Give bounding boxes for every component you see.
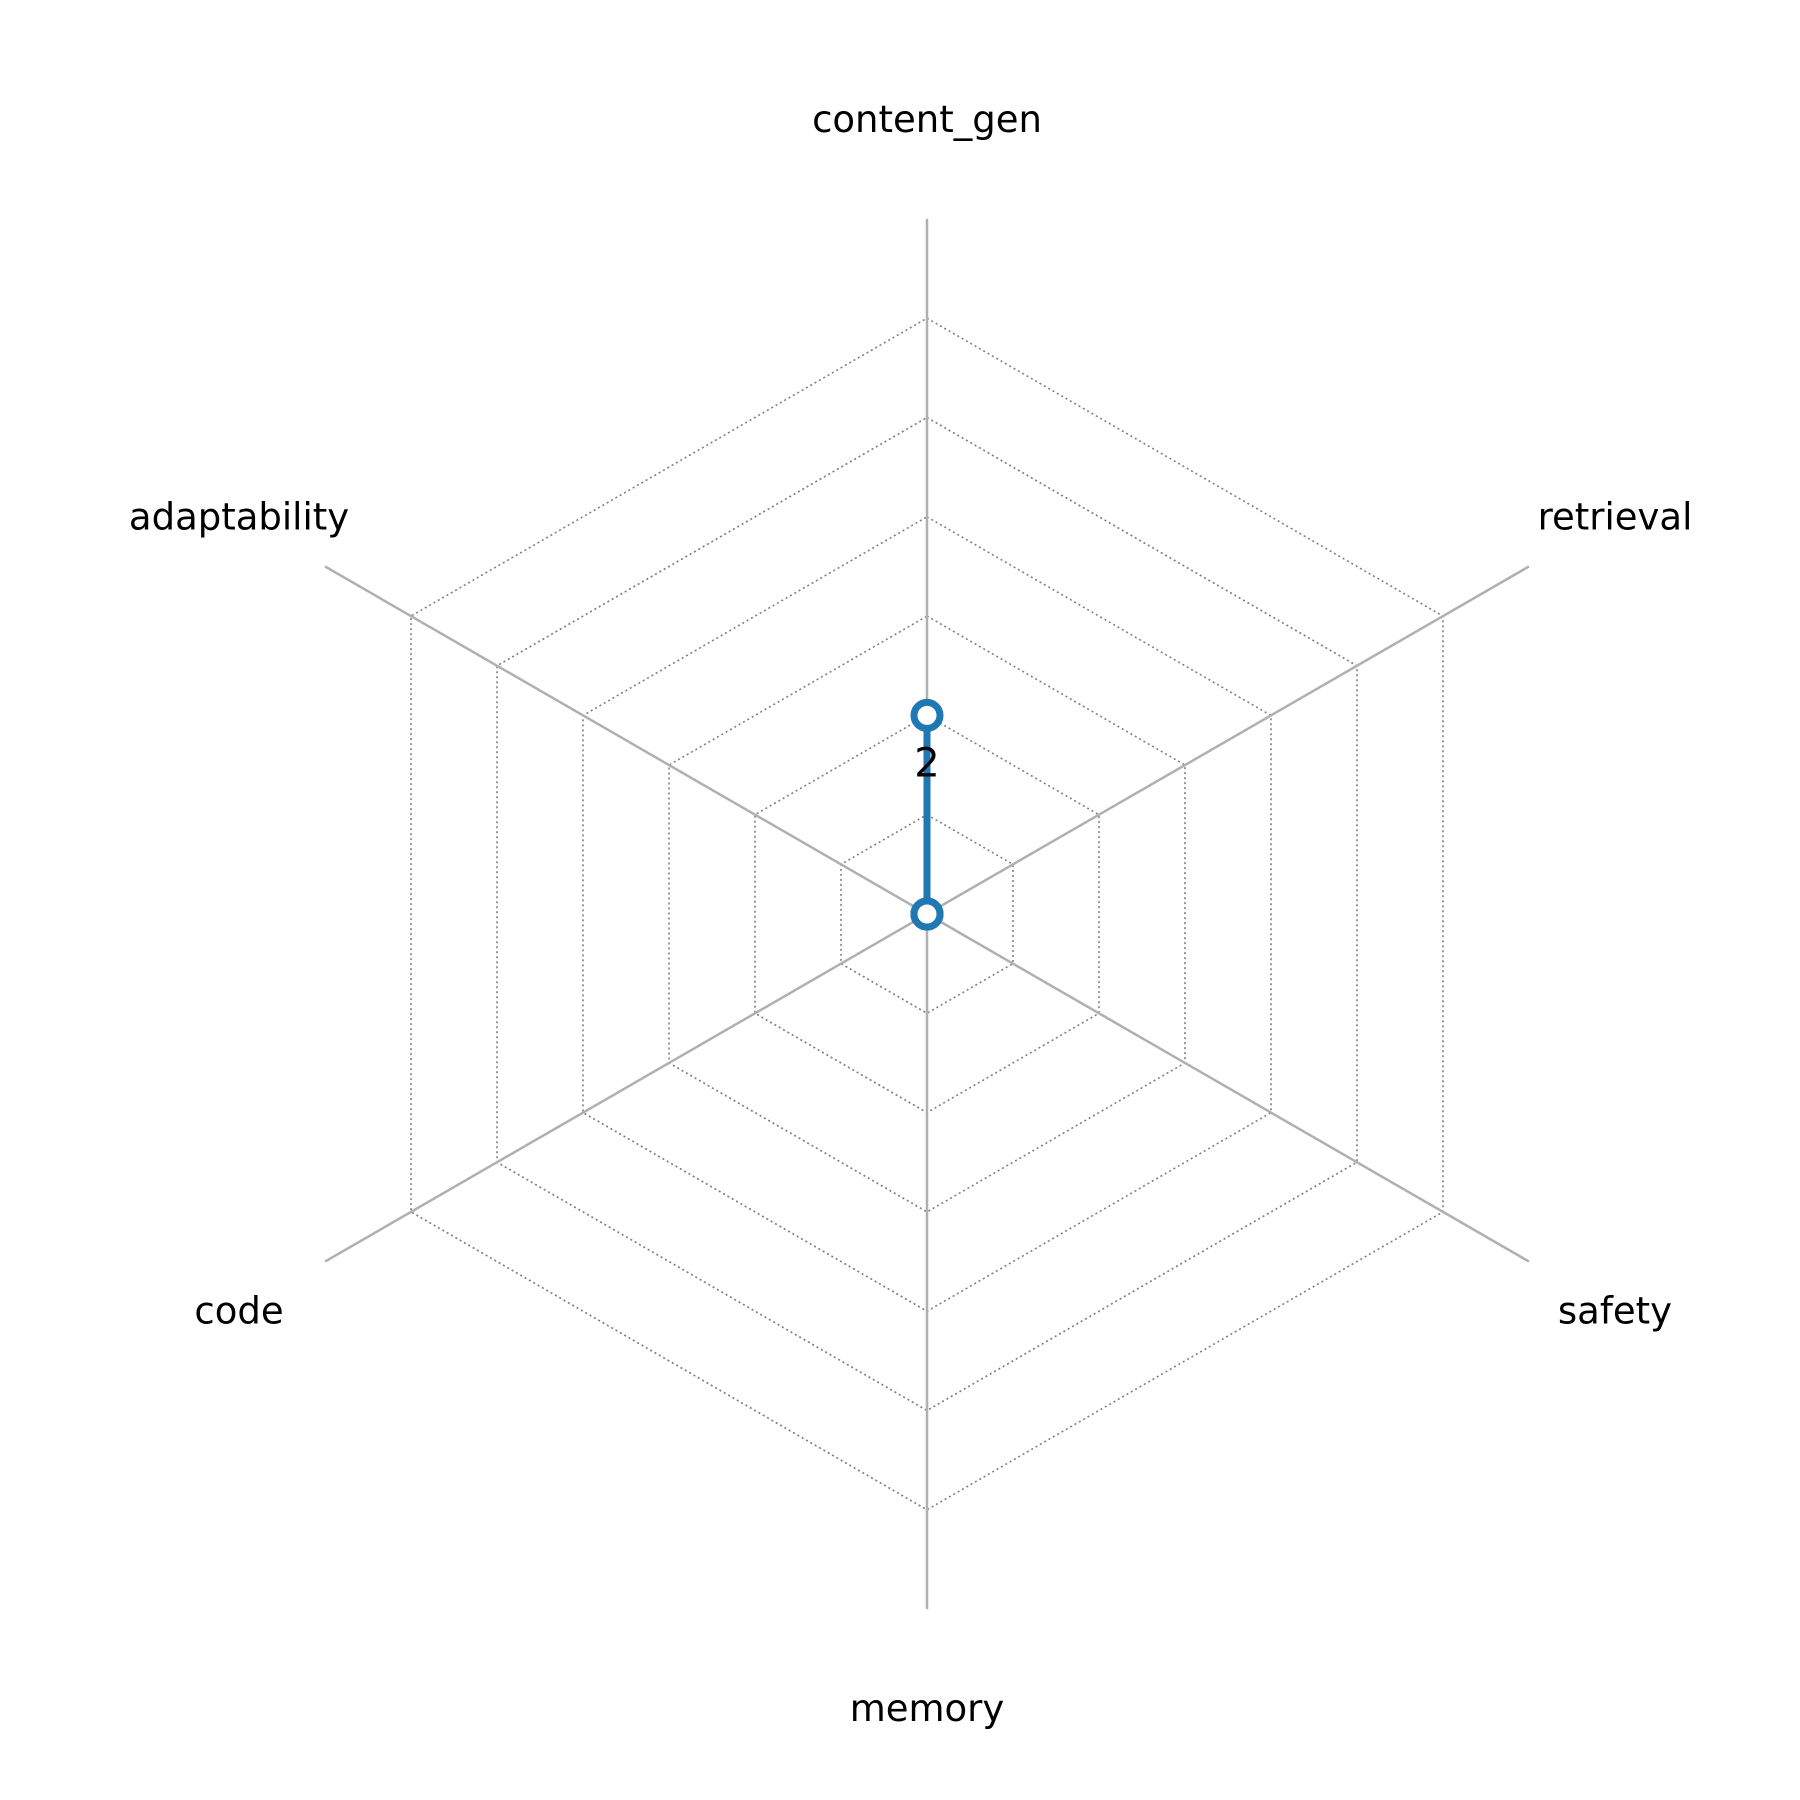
axis-label-safety: safety [1558,1290,1672,1333]
axis-label-content_gen: content_gen [812,98,1042,141]
axis-line-adaptability [324,565,928,916]
axis-line-code [324,912,928,1263]
axis-label-retrieval: retrieval [1538,495,1693,538]
axis-label-adaptability: adaptability [129,495,349,538]
data-point-content_gen [910,698,944,732]
data-label-content_gen: 2 [914,740,939,786]
data-point-adaptability [910,897,944,931]
axis-label-memory: memory [850,1687,1005,1730]
axis-line-safety [926,912,1530,1263]
axis-line-retrieval [926,565,1530,916]
axis-label-code: code [194,1290,283,1333]
